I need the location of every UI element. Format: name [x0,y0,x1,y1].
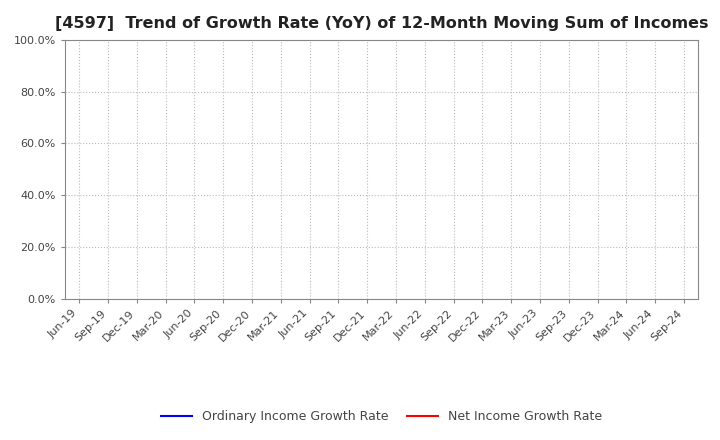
Legend: Ordinary Income Growth Rate, Net Income Growth Rate: Ordinary Income Growth Rate, Net Income … [156,405,608,428]
Title: [4597]  Trend of Growth Rate (YoY) of 12-Month Moving Sum of Incomes: [4597] Trend of Growth Rate (YoY) of 12-… [55,16,708,32]
